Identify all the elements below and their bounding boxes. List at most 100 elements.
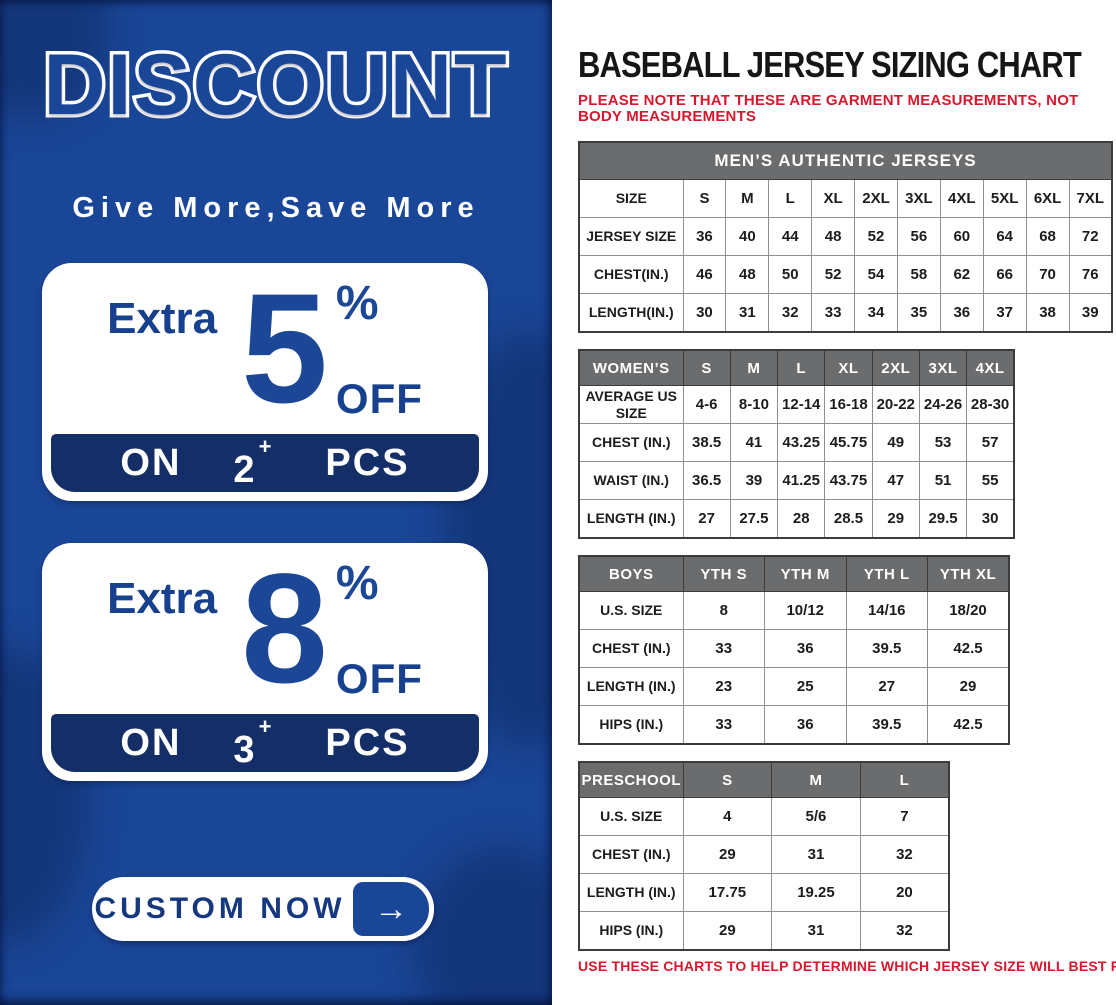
- table-cell: 19.25: [771, 873, 861, 912]
- offer-prefix: Extra: [107, 574, 218, 623]
- offer-prefix: Extra: [107, 294, 218, 343]
- table-cell: 70: [1025, 255, 1070, 294]
- table-cell: 31: [725, 293, 770, 333]
- table-cell: S: [682, 179, 727, 218]
- table-cell: 76: [1068, 255, 1113, 294]
- table-row: LENGTH (IN.) 23 25 27 29: [578, 667, 1010, 706]
- table-cell: 12-14: [777, 385, 826, 424]
- table-cell: 24-26: [918, 385, 968, 424]
- pcs-label: PCS: [325, 441, 410, 484]
- table-cell: 20-22: [871, 385, 920, 424]
- table-cell: 27: [682, 499, 731, 539]
- table-cell: 32: [768, 293, 813, 333]
- table-row: U.S. SIZE 4 5/6 7: [578, 797, 950, 836]
- offer-value: 8: [241, 542, 328, 716]
- offer-card-top: Extra 5 % OFF: [47, 268, 483, 434]
- table-cell: 36: [682, 217, 727, 256]
- table-header-cell: 4XL: [966, 349, 1015, 386]
- table-cell: 23: [682, 667, 765, 706]
- table-row: HIPS (IN.) 29 31 32: [578, 911, 950, 951]
- table-header-cell: L: [859, 761, 950, 798]
- table-row: JERSEY SIZE 36 40 44 48 52 56 60 64 68 72: [578, 217, 1113, 256]
- table-row-label: CHEST(IN.): [578, 255, 684, 294]
- custom-now-button[interactable]: CUSTOM NOW →: [92, 877, 434, 941]
- table-cell: 46: [682, 255, 727, 294]
- table-cell: 4XL: [939, 179, 984, 218]
- table-row-label: AVERAGE US SIZE: [578, 385, 684, 424]
- table-row-label: CHEST (IN.): [578, 423, 684, 462]
- on-label: ON: [120, 721, 182, 764]
- offer-card-top: Extra 8 % OFF: [47, 548, 483, 714]
- table-cell: 60: [939, 217, 984, 256]
- table-cell: 36: [764, 629, 847, 668]
- table-header-label: PRESCHOOL: [578, 761, 684, 798]
- table-row: CHEST (IN.) 38.5 41 43.25 45.75 49 53 57: [578, 423, 1015, 462]
- percent-sign: %: [335, 277, 379, 330]
- table-cell: 52: [811, 255, 856, 294]
- table-cell: 34: [854, 293, 898, 333]
- table-row-label: U.S. SIZE: [578, 797, 684, 836]
- table-cell: 18/20: [927, 591, 1010, 630]
- table-cell: 5/6: [771, 797, 861, 836]
- table-header-row: MEN’S AUTHENTIC JERSEYS: [578, 141, 1113, 180]
- offer-quantity: 2+: [233, 434, 273, 492]
- table-cell: 4-6: [682, 385, 731, 424]
- custom-now-label: CUSTOM NOW: [94, 892, 346, 925]
- preschool-sizing-table: PRESCHOOL S M L U.S. SIZE 4 5/6 7 CHEST (IN.) 29 3…: [578, 761, 950, 951]
- table-row: CHEST (IN.) 33 36 39.5 42.5: [578, 629, 1010, 668]
- table-cell: 66: [982, 255, 1027, 294]
- table-cell: 30: [682, 293, 727, 333]
- table-cell: 36: [939, 293, 984, 333]
- offer-percent-off: % OFF: [336, 268, 423, 434]
- offer-card-8-percent: Extra 8 % OFF ON 3+ PCS: [42, 543, 488, 781]
- percent-sign: %: [335, 557, 379, 610]
- table-row-label: LENGTH (IN.): [578, 873, 684, 912]
- table-cell: 29.5: [918, 499, 968, 539]
- table-cell: 31: [771, 911, 861, 951]
- offer-value: 5: [241, 262, 328, 436]
- table-row: AVERAGE US SIZE 4-6 8-10 12-14 16-18 20-22 24-…: [578, 385, 1015, 424]
- table-cell: 43.25: [777, 423, 826, 462]
- table-cell: 40: [725, 217, 770, 256]
- offer-condition-band: ON 3+ PCS: [51, 714, 479, 772]
- table-cell: 48: [811, 217, 856, 256]
- table-cell: 47: [871, 461, 920, 500]
- table-cell: 36.5: [682, 461, 731, 500]
- discount-panel: DISCOUNT Give More,Save More Extra 5 % O…: [0, 0, 552, 1005]
- table-cell: 8-10: [729, 385, 779, 424]
- womens-sizing-table: WOMEN’S S M L XL 2XL 3XL 4XL AVERAGE US SIZE 4-6 8…: [578, 349, 1015, 539]
- table-cell: 42.5: [927, 629, 1010, 668]
- table-cell: 33: [682, 629, 765, 668]
- table-cell: 20: [859, 873, 950, 912]
- offer-condition-band: ON 2+ PCS: [51, 434, 479, 492]
- table-row-label: U.S. SIZE: [578, 591, 684, 630]
- table-cell: 16-18: [824, 385, 873, 424]
- table-row: SIZE S M L XL 2XL 3XL 4XL 5XL 6XL 7XL: [578, 179, 1113, 218]
- table-cell: 28-30: [966, 385, 1015, 424]
- table-cell: 14/16: [845, 591, 928, 630]
- table-cell: 32: [859, 835, 950, 874]
- table-cell: 39: [729, 461, 779, 500]
- table-row-label: JERSEY SIZE: [578, 217, 684, 256]
- sizing-chart-panel: BASEBALL JERSEY SIZING CHART PLEASE NOTE…: [552, 0, 1116, 1005]
- table-cell: 39.5: [845, 705, 928, 745]
- plus-sign: +: [258, 434, 274, 459]
- offer-quantity: 3+: [233, 714, 273, 772]
- table-cell: 28.5: [824, 499, 873, 539]
- table-header-cell: 2XL: [871, 349, 920, 386]
- table-header-cell: YTH L: [845, 555, 928, 592]
- table-header-label: WOMEN’S: [578, 349, 684, 386]
- table-cell: 68: [1025, 217, 1070, 256]
- arrow-button[interactable]: →: [348, 877, 434, 941]
- table-header-row: BOYS YTH S YTH M YTH L YTH XL: [578, 555, 1010, 592]
- table-row-label: HIPS (IN.): [578, 911, 684, 951]
- table-row-label: LENGTH (IN.): [578, 667, 684, 706]
- right-arrow-icon: →: [374, 890, 408, 928]
- table-cell: 7: [859, 797, 950, 836]
- table-cell: 53: [918, 423, 968, 462]
- table-cell: 29: [682, 835, 773, 874]
- table-cell: 54: [854, 255, 898, 294]
- table-header-row: WOMEN’S S M L XL 2XL 3XL 4XL: [578, 349, 1015, 386]
- table-cell: 27.5: [729, 499, 779, 539]
